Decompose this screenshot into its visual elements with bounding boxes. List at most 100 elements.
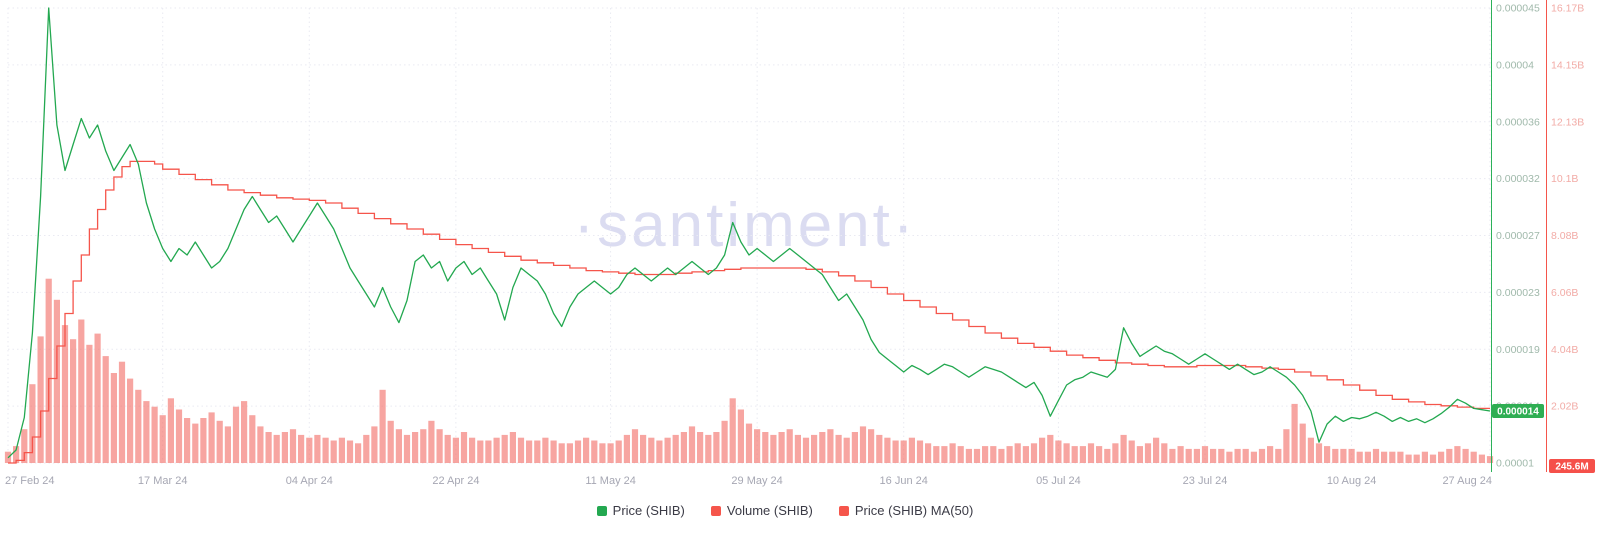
volume-bar	[175, 409, 183, 463]
volume-bar	[395, 429, 402, 463]
legend-item-ma50[interactable]: Price (SHIB) MA(50)	[838, 503, 973, 518]
volume-bar	[998, 448, 1005, 463]
volume-bar	[745, 423, 753, 463]
volume-bar	[45, 278, 52, 463]
volume-bar	[1144, 443, 1152, 463]
volume-bar	[721, 420, 728, 463]
legend-item-volume[interactable]: Volume (SHIB)	[710, 503, 813, 518]
x-axis-tick: 16 Jun 24	[880, 475, 928, 487]
volume-bar	[680, 432, 687, 463]
volume-bar	[13, 446, 20, 463]
volume-bar	[876, 434, 883, 463]
price-axis-tick: 0.000032	[1496, 173, 1540, 185]
volume-bar	[493, 437, 500, 463]
volume-bar	[469, 437, 476, 463]
volume-bar	[1470, 451, 1477, 463]
volume-bar	[1340, 448, 1347, 463]
volume-bar	[631, 429, 639, 463]
volume-bar	[1421, 451, 1428, 463]
volume-bar	[566, 443, 573, 463]
volume-bar	[78, 319, 85, 463]
volume-bar	[1226, 451, 1233, 463]
volume-bar	[990, 446, 997, 463]
volume-bar	[859, 426, 867, 463]
volume-bar	[1201, 446, 1209, 463]
volume-bar	[70, 339, 77, 463]
volume-bar	[127, 378, 134, 463]
volume-bar	[1307, 437, 1314, 463]
volume-bar	[1258, 448, 1266, 463]
volume-bars	[4, 278, 1494, 463]
current-price-badge	[1492, 404, 1544, 418]
volume-bar	[1014, 443, 1021, 463]
volume-bar	[811, 434, 818, 463]
volume-bar	[346, 440, 354, 463]
volume-bar	[53, 299, 60, 463]
price-axis-labels: 0.000045 0.00004 0.000036 0.000032 0.000027 0…	[1496, 3, 1540, 470]
volume-bar	[1381, 451, 1388, 463]
volume-bar	[452, 437, 459, 463]
x-axis-labels: 27 Feb 24 17 Mar 24 04 Apr 24 22 Apr 24 11 M…	[5, 475, 1492, 487]
volume-bar	[298, 434, 305, 463]
volume-bar	[1128, 440, 1135, 463]
volume-bar	[151, 406, 158, 463]
volume-axis-tick: 12.13B	[1551, 116, 1584, 128]
volume-bar	[355, 443, 362, 463]
volume-bar	[61, 325, 69, 463]
price-axis-tick: 0.000045	[1496, 3, 1540, 15]
volume-bar	[184, 418, 191, 463]
volume-bar	[29, 384, 36, 463]
volume-bar	[1250, 451, 1257, 463]
volume-bar	[900, 440, 907, 463]
volume-bar	[778, 432, 785, 463]
volume-bar	[949, 443, 956, 463]
volume-bar	[143, 401, 150, 463]
volume-bar	[835, 434, 842, 463]
volume-axis-tick: 2.02B	[1551, 401, 1578, 413]
volume-bar	[843, 437, 850, 463]
volume-bar	[607, 443, 614, 463]
volume-bar	[558, 443, 565, 463]
volume-bar	[754, 429, 761, 463]
volume-bar	[615, 440, 622, 463]
legend-item-price[interactable]: Price (SHIB)	[596, 503, 685, 518]
volume-bar	[1332, 448, 1339, 463]
volume-bar	[1087, 443, 1095, 463]
volume-bar	[1324, 446, 1331, 463]
volume-bar	[1210, 448, 1217, 463]
volume-bar	[265, 432, 272, 463]
volume-bar	[1047, 434, 1054, 463]
volume-bar	[802, 437, 810, 463]
x-axis-tick: 17 Mar 24	[138, 475, 188, 487]
volume-bar	[729, 398, 736, 463]
x-axis-tick: 27 Aug 24	[1442, 475, 1492, 487]
volume-bar	[110, 373, 117, 463]
volume-bar	[1429, 454, 1437, 463]
volume-bar	[306, 437, 313, 463]
volume-bar	[1136, 446, 1143, 463]
volume-bar	[1486, 456, 1494, 463]
volume-bar	[1299, 423, 1306, 463]
volume-bar	[1193, 448, 1200, 463]
volume-bar	[363, 434, 370, 463]
current-volume-badge-value: 245.6M	[1555, 462, 1588, 473]
volume-bar	[444, 434, 451, 463]
price-axis-tick: 0.000023	[1496, 287, 1540, 299]
volume-bar	[1291, 403, 1298, 463]
volume-bar	[1096, 446, 1103, 463]
volume-bar	[501, 434, 508, 463]
volume-bar	[591, 440, 598, 463]
price-axis-tick: 0.000036	[1496, 116, 1540, 128]
volume-bar	[338, 437, 345, 463]
volume-bar	[770, 434, 777, 463]
volume-axis-tick: 10.1B	[1551, 173, 1578, 185]
volume-bar	[1153, 437, 1160, 463]
volume-bar	[379, 389, 386, 463]
x-axis-tick: 11 May 24	[585, 475, 636, 487]
volume-bar	[697, 432, 704, 463]
volume-bar	[908, 437, 915, 463]
volume-bar	[273, 434, 280, 463]
volume-bar	[1120, 434, 1127, 463]
